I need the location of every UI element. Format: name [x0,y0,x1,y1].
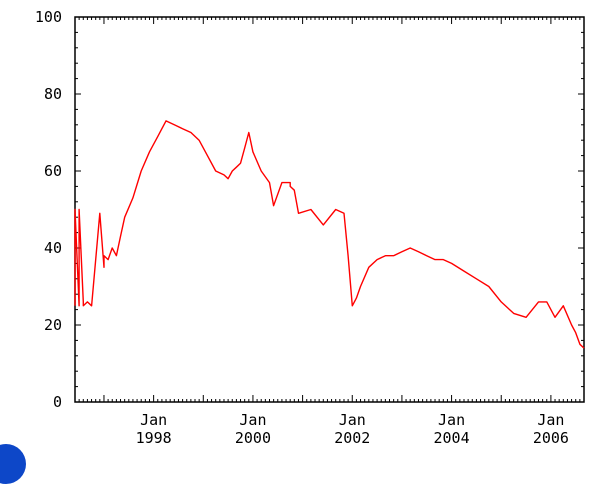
x-tick-year: 2002 [334,429,370,447]
y-tick-label: 20 [44,316,62,334]
series-layer [74,120,585,349]
y-axis: 0 20 40 60 80 100 [35,8,584,411]
y-tick-label: 40 [44,239,62,257]
x-tick-month: Jan [438,411,465,429]
y-tick-label: 100 [35,8,62,26]
minor-ticks [74,17,585,402]
x-tick-year: 1998 [136,429,172,447]
x-tick-month: Jan [537,411,564,429]
x-tick-month: Jan [239,411,266,429]
x-tick-year: 2006 [533,429,569,447]
x-tick-month: Jan [140,411,167,429]
series-line [74,120,585,349]
y-tick-label: 60 [44,162,62,180]
x-tick-month: Jan [339,411,366,429]
x-tick-year: 2004 [434,429,470,447]
chart-container: 0 20 40 60 80 100 Jan 1998 Jan 2000 Jan 2002 Jan 200… [0,8,585,484]
y-tick-label: 0 [53,393,62,411]
y-tick-label: 80 [44,85,62,103]
plot-frame [74,16,585,403]
x-tick-year: 2000 [235,429,271,447]
